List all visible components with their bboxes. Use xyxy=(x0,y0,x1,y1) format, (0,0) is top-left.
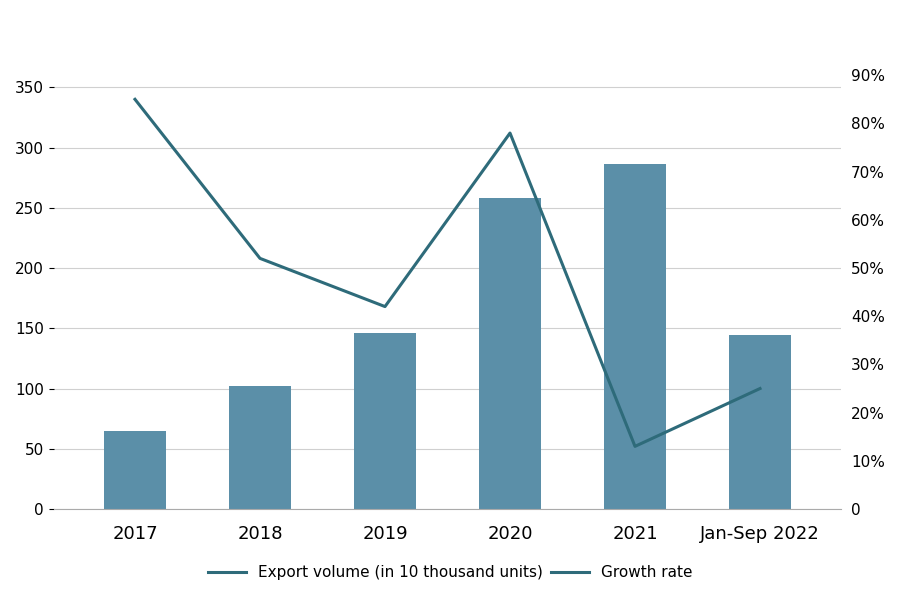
Bar xyxy=(479,198,541,509)
Bar xyxy=(729,335,791,509)
Bar xyxy=(104,431,166,509)
Legend: Export volume (in 10 thousand units), Growth rate: Export volume (in 10 thousand units), Gr… xyxy=(202,559,698,586)
Bar xyxy=(604,164,666,509)
Bar xyxy=(229,386,292,509)
Bar xyxy=(354,333,416,509)
